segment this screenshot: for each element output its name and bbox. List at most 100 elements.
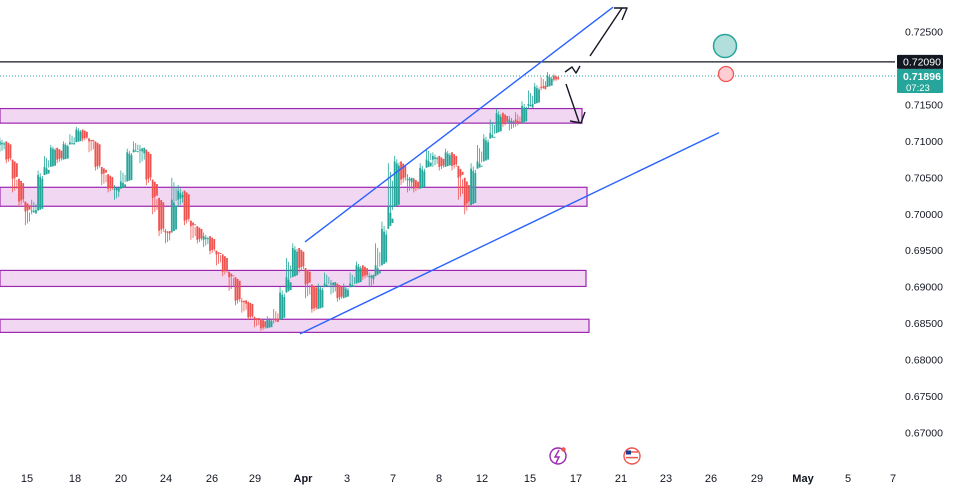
candle-body [145,149,148,180]
candle-body [342,287,345,299]
candle-body [151,179,154,198]
candle-body [444,152,447,167]
zone-2 [0,186,588,207]
candle-body [117,187,120,192]
candle-body [395,163,398,206]
x-tick-label: 23 [660,473,672,485]
candle-body [495,113,498,134]
candle-body [5,141,8,160]
candle-body [321,290,324,308]
candle-body [291,247,294,278]
y-tick-label: 0.70000 [905,209,943,221]
candle-body [313,285,315,309]
candle-body [192,222,194,226]
candle-body [296,251,298,276]
candle-body [544,85,547,90]
candle-body [262,320,264,328]
x-tick-label: 7 [890,473,896,485]
candle-body [552,75,555,80]
candle-body [525,109,528,122]
candle-body [187,194,190,219]
candle-body [491,134,494,138]
channel-upper-line [304,6,614,243]
candle-body [387,206,390,229]
candle-body [423,171,426,187]
x-tick-label: 29 [751,473,763,485]
candle-body [105,169,107,173]
candle-body [98,144,101,166]
candle-body [463,177,466,206]
candle-body [92,139,95,142]
x-tick-label: 12 [476,473,488,485]
y-tick-label: 0.69500 [905,245,943,257]
zone-4 [0,318,590,333]
candle-body [164,230,167,233]
candle-body [434,157,436,159]
candle-body [508,119,511,124]
candle-body [516,120,519,123]
candle-body [141,148,143,152]
us-flag-event-icon [623,447,641,465]
candle-body [0,141,1,146]
candle-body [550,78,553,86]
candle-body [531,103,534,108]
candle-body [264,321,267,328]
candle-body [408,178,411,181]
candle-body [542,86,545,88]
candle-body [431,155,434,160]
x-tick-label: 8 [436,473,442,485]
candle-body [245,300,247,304]
candle-body [173,202,175,232]
candle-body [540,86,543,88]
candle-body [374,265,377,277]
candle-body [181,194,184,198]
x-tick-label: Apr [294,473,314,485]
candle-body [130,155,133,181]
candle-body [1,142,3,145]
candle-body [487,142,489,160]
candle-body [319,288,322,309]
candle-body [166,231,169,233]
candle-body [170,199,173,233]
candle-body [49,147,52,167]
candle-body [502,113,504,124]
candle-body [257,317,260,320]
candle-body [417,181,419,188]
x-tick-label: 15 [524,473,536,485]
candle-body [251,303,254,317]
candle-body [62,144,65,160]
candle-body [402,163,405,179]
candle-body [126,152,129,182]
lines-layer [0,6,895,335]
candle-body [325,284,328,287]
candle-body [330,283,332,285]
candle-body [557,77,560,80]
candle-body [461,171,464,175]
candle-body [223,256,226,271]
candle-body [215,250,218,255]
up-arrow-shaft [589,7,623,57]
candle-body [289,282,292,291]
candle-body [453,154,456,166]
candle-body [336,283,339,299]
down-arrow-shaft [565,83,580,123]
candle-body [11,159,14,179]
candle-body [366,268,368,275]
x-tick-label: May [792,473,814,485]
x-tick-label: 15 [21,473,33,485]
candle-body [510,120,513,123]
candle-body [353,285,356,287]
candle-body [73,143,76,145]
candle-body [255,318,258,320]
lightning-glyph-icon [553,449,561,464]
candle-body [111,177,114,188]
candle-body [175,205,177,230]
candle-body [489,133,492,139]
candle-body [482,138,485,162]
candle-body [94,141,97,167]
x-tick-label: 21 [615,473,627,485]
candle-body [372,274,375,280]
candle-body [158,197,160,231]
